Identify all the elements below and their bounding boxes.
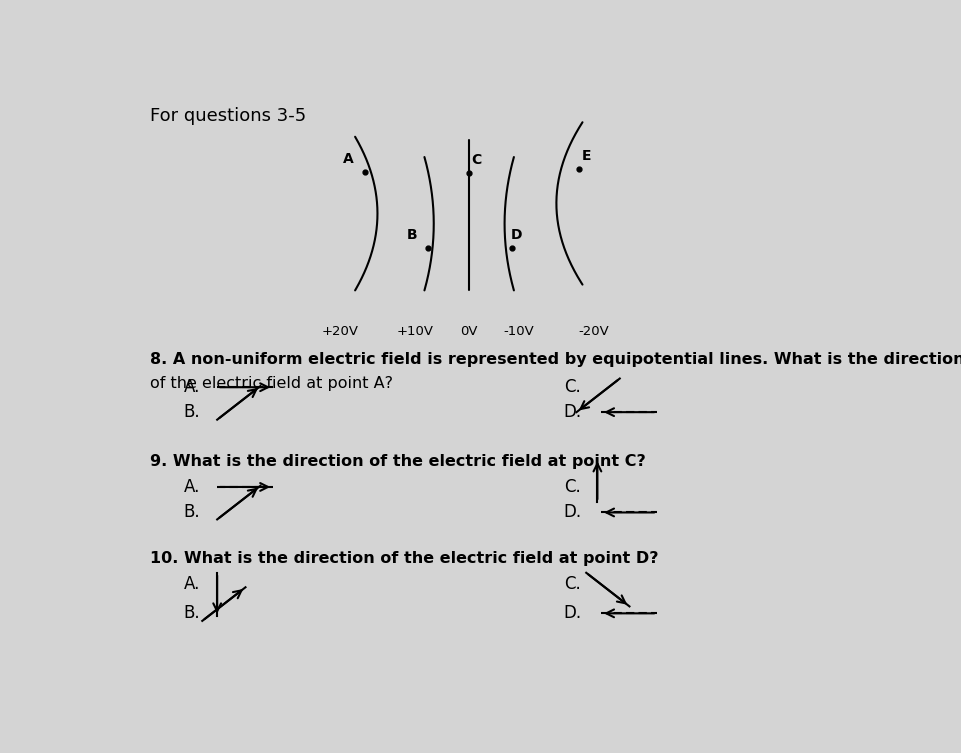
Text: D.: D. — [563, 605, 581, 622]
Text: A.: A. — [184, 575, 200, 593]
Text: C.: C. — [563, 575, 580, 593]
Text: B.: B. — [184, 403, 200, 421]
Text: For questions 3-5: For questions 3-5 — [150, 107, 306, 124]
Text: of the electric field at point A?: of the electric field at point A? — [150, 376, 393, 391]
Text: C: C — [471, 153, 481, 167]
Text: 0V: 0V — [460, 325, 478, 338]
Text: D.: D. — [563, 504, 581, 522]
Text: -10V: -10V — [504, 325, 534, 338]
Text: C.: C. — [563, 478, 580, 496]
Text: 8. A non-uniform electric field is represented by equipotential lines. What is t: 8. A non-uniform electric field is repre… — [150, 352, 961, 367]
Text: +10V: +10V — [396, 325, 432, 338]
Text: D.: D. — [563, 403, 581, 421]
Text: B.: B. — [184, 605, 200, 622]
Text: 9. What is the direction of the electric field at point C?: 9. What is the direction of the electric… — [150, 455, 645, 469]
Text: B.: B. — [184, 504, 200, 522]
Text: A: A — [343, 152, 354, 166]
Text: E: E — [580, 149, 590, 163]
Text: -20V: -20V — [578, 325, 608, 338]
Text: A.: A. — [184, 478, 200, 496]
Text: D: D — [510, 228, 522, 242]
Text: +20V: +20V — [321, 325, 358, 338]
Text: A.: A. — [184, 378, 200, 396]
Text: B: B — [407, 228, 417, 242]
Text: 10. What is the direction of the electric field at point D?: 10. What is the direction of the electri… — [150, 551, 658, 566]
Text: C.: C. — [563, 378, 580, 396]
